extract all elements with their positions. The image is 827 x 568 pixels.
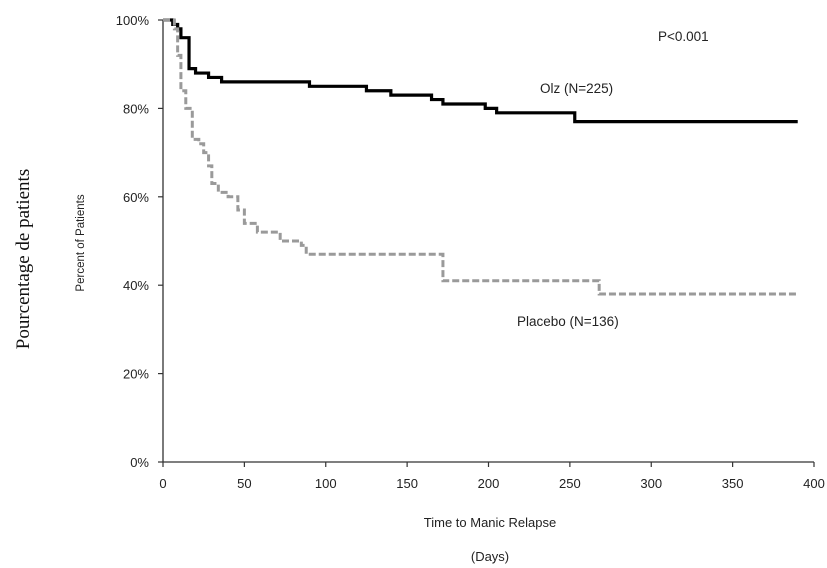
- x-tick-label: 0: [159, 476, 166, 491]
- x-tick-label: 50: [237, 476, 251, 491]
- placebo-curve: [163, 18, 798, 296]
- outer-y-axis-title: Pourcentage de patients: [13, 169, 34, 349]
- olanzapine-series-label: Olz (N=225): [540, 81, 613, 96]
- x-tick-label: 250: [559, 476, 581, 491]
- olanzapine-curve: [163, 18, 798, 124]
- y-tick-label: 60%: [123, 190, 149, 205]
- y-tick-label: 0%: [130, 455, 149, 470]
- p-value-annotation: P<0.001: [658, 29, 709, 44]
- placebo-series-label: Placebo (N=136): [517, 314, 619, 329]
- y-tick-label: 20%: [123, 367, 149, 382]
- x-tick-label: 400: [803, 476, 825, 491]
- x-tick-label: 300: [640, 476, 662, 491]
- y-tick-label: 40%: [123, 278, 149, 293]
- x-axis-unit: (Days): [471, 549, 509, 564]
- y-axis-title: Percent of Patients: [75, 194, 87, 291]
- x-tick-label: 150: [396, 476, 418, 491]
- y-tick-label: 100%: [116, 13, 150, 28]
- y-tick-label: 80%: [123, 101, 149, 116]
- x-tick-label: 350: [722, 476, 744, 491]
- x-tick-label: 100: [315, 476, 337, 491]
- x-axis-title: Time to Manic Relapse: [424, 515, 556, 530]
- x-tick-label: 200: [478, 476, 500, 491]
